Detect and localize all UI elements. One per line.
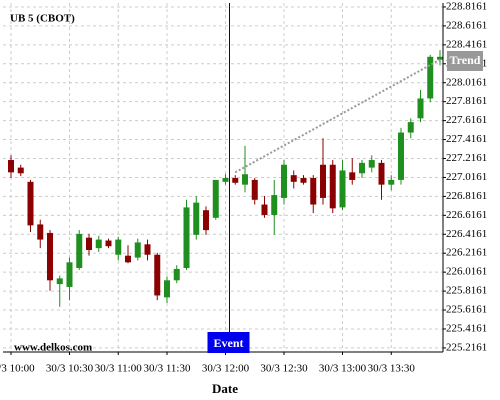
candle-body xyxy=(212,179,219,218)
y-tick-label: 225.4161 xyxy=(446,323,487,335)
candle-body xyxy=(47,232,53,281)
candle-body xyxy=(349,172,356,180)
candle-body xyxy=(76,233,83,268)
y-tick-label: 226.0161 xyxy=(446,266,487,278)
candle-body xyxy=(222,178,229,182)
x-tick-label: 30/3 12:30 xyxy=(260,363,308,375)
y-tick-label: 226.4161 xyxy=(446,228,487,240)
candle-body xyxy=(281,164,287,198)
x-tick-label: 30/3 11:00 xyxy=(95,363,142,375)
candle-body xyxy=(271,195,278,215)
candle-body xyxy=(329,164,336,209)
y-tick-label: 227.0161 xyxy=(446,171,487,183)
candle-body xyxy=(339,170,346,208)
candle-body xyxy=(398,132,404,180)
candle-body xyxy=(388,179,395,185)
trend-label: Trend xyxy=(450,53,481,67)
candle-body xyxy=(437,56,443,60)
y-tick-label: 226.8161 xyxy=(446,190,487,202)
candle-body xyxy=(8,160,14,173)
candle-body xyxy=(86,237,92,250)
candle-body xyxy=(134,242,141,258)
x-tick-label: 30/3 13:30 xyxy=(368,363,416,375)
candle-body xyxy=(320,164,326,198)
candle-body xyxy=(290,175,297,182)
candle-body xyxy=(37,224,44,240)
y-tick-label: 227.6161 xyxy=(446,114,487,126)
trend-line xyxy=(234,58,441,174)
candle-body xyxy=(242,174,248,185)
candle-body xyxy=(183,207,190,268)
x-tick-label: 30/3 12:00 xyxy=(202,363,250,375)
candle-body xyxy=(173,268,180,281)
event-box xyxy=(207,332,250,353)
candle-body xyxy=(164,280,170,298)
y-tick-label: 228.0161 xyxy=(446,76,487,88)
plot xyxy=(8,50,443,307)
y-tick-label: 227.8161 xyxy=(446,95,487,107)
candle-body xyxy=(193,202,200,235)
candle-body xyxy=(368,160,375,168)
candle-body xyxy=(359,162,365,174)
candle-body xyxy=(125,255,131,263)
x-tick-label: 30/3 11:30 xyxy=(144,363,191,375)
candle-body xyxy=(417,98,424,119)
candle-body xyxy=(115,239,122,255)
candle-body xyxy=(378,162,385,185)
y-tick-label: 227.2161 xyxy=(446,152,487,164)
y-tick-label: 228.6161 xyxy=(446,19,487,31)
trend-box xyxy=(447,51,483,71)
y-tick-label: 227.4161 xyxy=(446,133,487,145)
candle-body xyxy=(154,254,161,296)
candle-body xyxy=(310,178,317,205)
y-tick-label: 226.6161 xyxy=(446,209,487,221)
y-tick-label: 225.6161 xyxy=(446,304,487,316)
candle-body xyxy=(27,181,34,226)
candle-body xyxy=(232,178,239,183)
watermark: www.delkos.com xyxy=(14,342,92,354)
candle-body xyxy=(144,244,151,255)
x-tick-label: 30/3 10:30 xyxy=(46,363,94,375)
y-tick-label: 225.2161 xyxy=(446,341,487,353)
candle-body xyxy=(17,167,24,174)
candle-body xyxy=(203,210,209,231)
candle-body xyxy=(56,278,63,285)
y-tick-label: 226.2161 xyxy=(446,247,487,259)
candle-body xyxy=(251,179,258,200)
chart-title: UB 5 (CBOT) xyxy=(10,13,75,25)
candle-body xyxy=(407,122,414,133)
y-tick-label: 228.8161 xyxy=(446,0,487,12)
event-label: Event xyxy=(214,336,244,350)
candle-body xyxy=(95,239,102,249)
x-tick-label: 30/3 10:00 xyxy=(0,363,35,375)
candle-body xyxy=(105,240,112,247)
candle-body xyxy=(261,204,268,215)
candle-body xyxy=(300,178,307,183)
x-axis-title: Date xyxy=(212,381,238,396)
candle-body xyxy=(427,56,434,99)
candle-body xyxy=(66,262,73,287)
y-tick-label: 225.8161 xyxy=(446,285,487,297)
y-tick-label: 228.4161 xyxy=(446,38,487,50)
x-tick-label: 30/3 13:00 xyxy=(319,363,367,375)
